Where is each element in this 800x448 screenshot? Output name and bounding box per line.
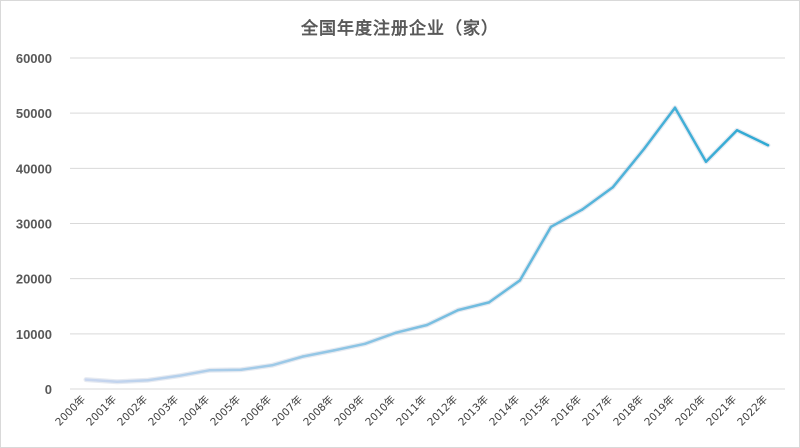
data-point	[735, 129, 739, 132]
y-tick-label: 20000	[16, 272, 52, 287]
data-point	[239, 368, 243, 371]
data-point	[580, 208, 584, 211]
data-point	[642, 147, 646, 151]
y-axis: 0 10000 20000 30000 40000 50000 60000	[16, 51, 52, 397]
y-tick-label: 0	[45, 382, 52, 397]
data-point	[425, 323, 429, 327]
y-tick-label: 30000	[16, 217, 52, 232]
data-point	[270, 364, 274, 367]
x-tick-label: 2013年	[456, 393, 492, 429]
x-tick-label: 2007年	[270, 393, 306, 429]
x-tick-label: 2009年	[332, 393, 368, 429]
x-tick-label: 2018年	[611, 393, 647, 429]
x-tick-label: 2011年	[394, 393, 430, 429]
data-point	[208, 369, 212, 372]
y-tick-label: 60000	[16, 51, 52, 66]
x-tick-label: 2015年	[518, 393, 554, 429]
data-point	[549, 225, 553, 229]
data-point	[177, 374, 181, 377]
data-point	[766, 143, 770, 147]
series-line-shadow	[83, 105, 771, 385]
data-point	[115, 380, 119, 384]
x-tick-label: 2020年	[673, 393, 709, 429]
x-tick-label: 2003年	[146, 393, 182, 429]
data-point	[456, 308, 460, 312]
x-tick-label: 2001年	[84, 393, 120, 429]
data-point	[487, 301, 491, 304]
gridlines	[70, 57, 785, 390]
x-tick-label: 2012年	[425, 393, 461, 429]
data-point	[394, 331, 398, 334]
data-point	[301, 355, 305, 358]
x-tick-label: 2004年	[177, 393, 213, 429]
x-axis: 2000年2001年2002年2003年2004年2005年2006年2007年…	[53, 393, 771, 429]
x-tick-label: 2006年	[239, 393, 275, 429]
x-tick-label: 2005年	[208, 393, 244, 429]
x-tick-label: 2019年	[642, 393, 678, 429]
x-tick-label: 2008年	[301, 393, 337, 429]
y-tick-label: 40000	[16, 161, 52, 176]
x-tick-label: 2014年	[487, 393, 523, 429]
x-tick-label: 2016年	[549, 393, 585, 429]
data-point	[704, 160, 708, 163]
series-group	[83, 105, 771, 385]
data-point	[363, 342, 367, 345]
x-tick-label: 2002年	[115, 393, 151, 429]
chart-title: 全国年度注册企业（家）	[301, 19, 499, 39]
y-tick-label: 50000	[16, 106, 52, 121]
x-tick-label: 2000年	[53, 393, 89, 429]
x-tick-label: 2021年	[704, 393, 740, 429]
y-tick-label: 10000	[16, 327, 52, 342]
data-point	[332, 349, 336, 352]
x-tick-label: 2010年	[363, 393, 399, 429]
data-point	[673, 106, 677, 109]
data-point	[518, 279, 522, 282]
data-point	[84, 378, 88, 381]
x-tick-label: 2017年	[580, 393, 616, 429]
data-point	[611, 185, 615, 189]
x-tick-label: 2022年	[735, 393, 771, 429]
data-point	[146, 378, 150, 382]
series-line	[84, 106, 770, 384]
